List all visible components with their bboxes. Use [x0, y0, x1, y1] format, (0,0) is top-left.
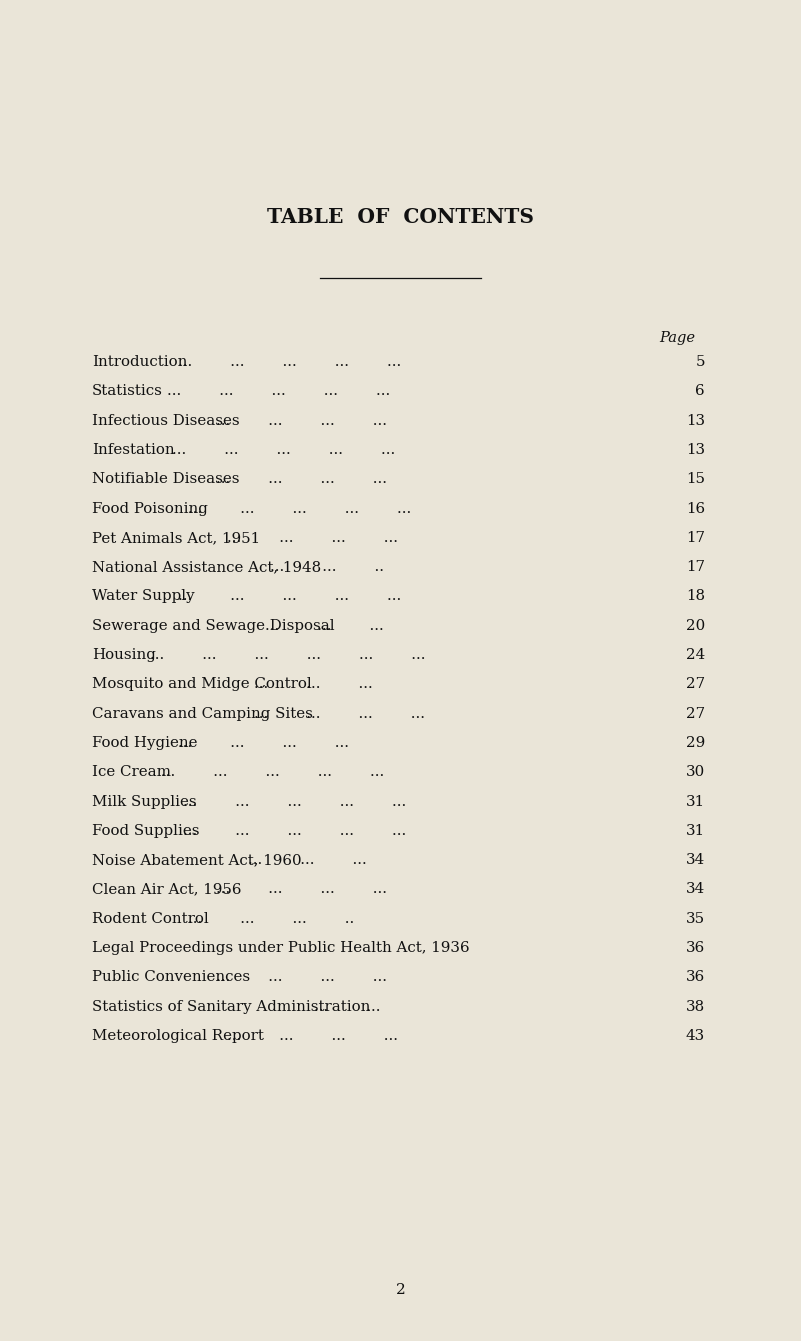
Text: ...        ...        ...        ...        ...: ... ... ... ... ...	[183, 823, 406, 838]
Text: Notifiable Diseases: Notifiable Diseases	[92, 472, 239, 487]
Text: Statistics: Statistics	[92, 385, 163, 398]
Text: 5: 5	[695, 355, 705, 369]
Text: Food Poisoning: Food Poisoning	[92, 502, 208, 515]
Text: ...        ...        ...        ...        ...: ... ... ... ... ...	[183, 795, 406, 809]
Text: 17: 17	[686, 531, 705, 544]
Text: Page: Page	[659, 331, 694, 345]
Text: Infestation: Infestation	[92, 443, 175, 457]
Text: Legal Proceedings under Public Health Act, 1936: Legal Proceedings under Public Health Ac…	[92, 941, 469, 955]
Text: Housing: Housing	[92, 648, 156, 662]
Text: ...        ...: ... ...	[314, 999, 380, 1014]
Text: ...        ...        ...: ... ... ...	[254, 677, 372, 692]
Text: 29: 29	[686, 736, 705, 750]
Text: ...        ...        ..: ... ... ..	[270, 561, 384, 574]
Text: ...        ...        ...        ...: ... ... ... ...	[215, 882, 387, 897]
Text: Rodent Control: Rodent Control	[92, 912, 209, 925]
Text: Milk Supplies: Milk Supplies	[92, 795, 197, 809]
Text: Meteorological Report: Meteorological Report	[92, 1029, 264, 1043]
Text: 35: 35	[686, 912, 705, 925]
Text: Clean Air Act, 1956: Clean Air Act, 1956	[92, 882, 242, 897]
Text: TABLE  OF  CONTENTS: TABLE OF CONTENTS	[267, 208, 534, 227]
Text: 43: 43	[686, 1029, 705, 1043]
Text: 36: 36	[686, 941, 705, 955]
Text: ...        ...        ...        ...: ... ... ... ...	[227, 531, 397, 544]
Text: Pet Animals Act, 1951: Pet Animals Act, 1951	[92, 531, 260, 544]
Text: 16: 16	[686, 502, 705, 515]
Text: 24: 24	[686, 648, 705, 662]
Text: 6: 6	[695, 385, 705, 398]
Text: Ice Cream: Ice Cream	[92, 766, 171, 779]
Text: 20: 20	[686, 618, 705, 633]
Text: 31: 31	[686, 795, 705, 809]
Text: 18: 18	[686, 590, 705, 603]
Text: 2: 2	[396, 1283, 405, 1297]
Text: ...        ...        ...        ...: ... ... ... ...	[227, 1029, 397, 1043]
Text: Infectious Diseases: Infectious Diseases	[92, 413, 239, 428]
Text: Food Hygiene: Food Hygiene	[92, 736, 198, 750]
Text: ...        ...        ...        ...: ... ... ... ...	[215, 472, 387, 487]
Text: Food Supplies: Food Supplies	[92, 823, 199, 838]
Text: ...        ...        ...        ...        ...: ... ... ... ... ...	[188, 502, 412, 515]
Text: Introduction: Introduction	[92, 355, 187, 369]
Text: 13: 13	[686, 443, 705, 457]
Text: 17: 17	[686, 561, 705, 574]
Text: Noise Abatement Act, 1960: Noise Abatement Act, 1960	[92, 853, 302, 868]
Text: ...        ...        ...        ...: ... ... ... ...	[215, 413, 387, 428]
Text: Public Conveniences: Public Conveniences	[92, 971, 250, 984]
Text: 13: 13	[686, 413, 705, 428]
Text: ...        ...        ...: ... ... ...	[264, 618, 384, 633]
Text: Mosquito and Midge Control: Mosquito and Midge Control	[92, 677, 312, 692]
Text: 30: 30	[686, 766, 705, 779]
Text: 15: 15	[686, 472, 705, 487]
Text: 34: 34	[686, 853, 705, 868]
Text: 34: 34	[686, 882, 705, 897]
Text: 27: 27	[686, 677, 705, 692]
Text: ...        ...        ...        ...        ...: ... ... ... ... ...	[161, 766, 384, 779]
Text: Water Supply: Water Supply	[92, 590, 195, 603]
Text: National Assistance Act, 1948: National Assistance Act, 1948	[92, 561, 321, 574]
Text: ...        ...        ...        ...        ...: ... ... ... ... ...	[178, 590, 400, 603]
Text: ...        ...        ...        ...        ...: ... ... ... ... ...	[172, 443, 396, 457]
Text: 36: 36	[686, 971, 705, 984]
Text: 27: 27	[686, 707, 705, 720]
Text: ...        ...        ...: ... ... ...	[248, 853, 367, 868]
Text: ...        ...        ...        ...: ... ... ... ...	[178, 736, 348, 750]
Text: 31: 31	[686, 823, 705, 838]
Text: ...        ...        ...        ...        ...        ...: ... ... ... ... ... ...	[151, 648, 426, 662]
Text: Caravans and Camping Sites: Caravans and Camping Sites	[92, 707, 313, 720]
Text: ...        ...        ...        ...: ... ... ... ...	[215, 971, 387, 984]
Text: ...        ...        ...        ...: ... ... ... ...	[254, 707, 425, 720]
Text: ...        ...        ...        ...        ...: ... ... ... ... ...	[167, 385, 390, 398]
Text: Statistics of Sanitary Administration: Statistics of Sanitary Administration	[92, 999, 371, 1014]
Text: ...        ...        ...        ..: ... ... ... ..	[188, 912, 355, 925]
Text: ...        ...        ...        ...        ...: ... ... ... ... ...	[178, 355, 400, 369]
Text: 38: 38	[686, 999, 705, 1014]
Text: Sewerage and Sewage Disposal: Sewerage and Sewage Disposal	[92, 618, 335, 633]
